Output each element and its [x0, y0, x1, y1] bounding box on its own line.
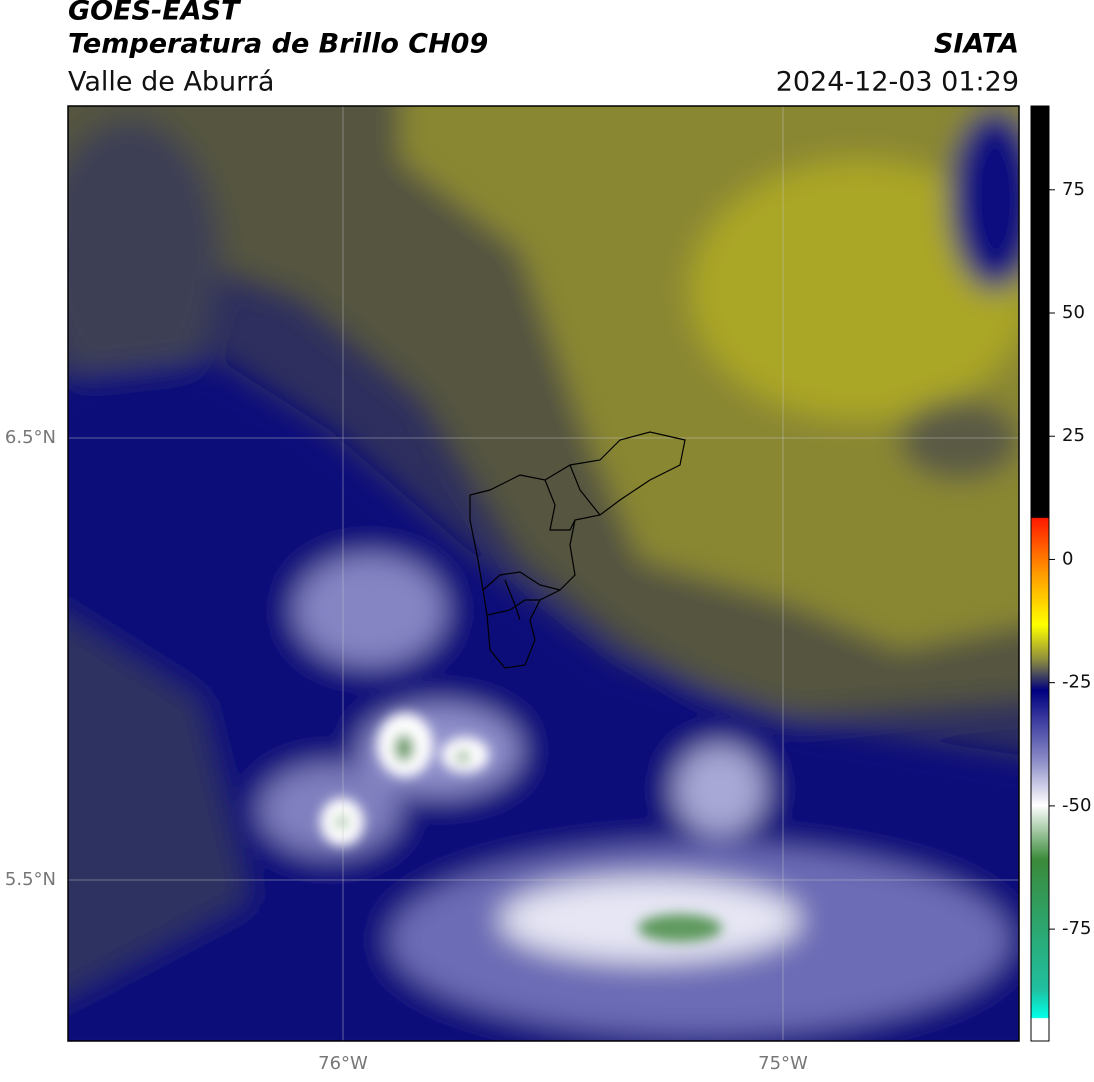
satellite-title: GOES-EAST [68, 0, 242, 27]
lat-label: 5.5°N [5, 869, 56, 890]
colorbar-tick-label: -75 [1062, 918, 1091, 939]
map-frame [67, 105, 1020, 1042]
lon-label: 76°W [318, 1053, 368, 1074]
lon-label: 75°W [758, 1053, 808, 1074]
agency-label: SIATA [934, 29, 1019, 60]
colorbar-tick-label: -50 [1062, 795, 1091, 816]
colorbar-tick-label: 0 [1062, 548, 1073, 569]
colorbar-tick-label: -25 [1062, 672, 1091, 693]
product-title: Temperatura de Brillo CH09 [68, 29, 488, 60]
region-label: Valle de Aburrá [68, 67, 274, 98]
colorbar-tick-label: 50 [1062, 302, 1085, 323]
colorbar [1030, 105, 1050, 1042]
municipal-borders [469, 431, 686, 669]
colorbar-tick-label: 75 [1062, 179, 1085, 200]
colorbar-tick-label: 25 [1062, 425, 1085, 446]
lat-label: 6.5°N [5, 427, 56, 448]
map-image [68, 106, 1019, 1041]
datetime-label: 2024-12-03 01:29 [776, 67, 1019, 98]
